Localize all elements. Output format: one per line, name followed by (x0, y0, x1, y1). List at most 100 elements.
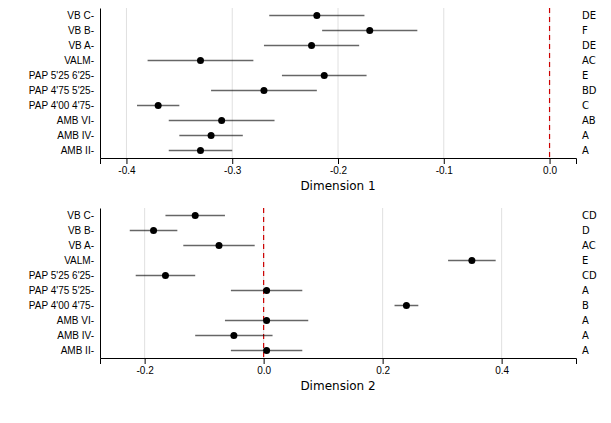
tick: 0.2 (376, 358, 390, 376)
tick-label: 0.2 (376, 365, 390, 376)
tick: PAP 4'75 5'25- (29, 285, 94, 296)
tick-label: PAP 5'25 6'25- (29, 270, 94, 281)
tick-label: PAP 4'00 4'75- (29, 300, 94, 311)
tick-label: VB A- (68, 240, 94, 251)
point (313, 12, 320, 19)
annotations: DEFDEACEBDCABAA (582, 10, 597, 156)
grid-line (443, 8, 444, 158)
point (263, 347, 270, 354)
point (197, 57, 204, 64)
point (468, 257, 475, 264)
y-axis: VB C- VB B- VB A- VALM- PAP 5'25 6'25- PAP 4'… (29, 9, 101, 159)
tick-mark (338, 158, 339, 164)
tick-label: 0.0 (543, 165, 557, 176)
tick: 0.0 (257, 358, 271, 376)
annotation: AC (582, 240, 596, 251)
point (162, 272, 169, 279)
tick-mark (502, 358, 503, 364)
tick-mark (145, 358, 146, 364)
tick-label: AMB II- (61, 345, 94, 356)
point (197, 147, 204, 154)
tick-label: AMB II- (61, 145, 94, 156)
tick: PAP 4'00 4'75- (29, 100, 94, 111)
axis-line (101, 159, 577, 165)
point (260, 87, 267, 94)
tick: PAP 5'25 6'25- (29, 270, 94, 281)
point (308, 42, 315, 49)
tick: VB A- (68, 40, 94, 51)
tick: AMB VI- (57, 115, 94, 126)
axis-line (100, 209, 101, 359)
tick-label: PAP 4'75 5'25- (29, 85, 94, 96)
tick: AMB IV- (57, 330, 94, 341)
point (218, 117, 225, 124)
point (150, 227, 157, 234)
point (263, 317, 270, 324)
tick-mark (444, 158, 445, 164)
annotation: E (582, 255, 588, 266)
axis-line (100, 9, 101, 159)
tick: AMB II- (61, 145, 94, 156)
annotation: DE (582, 40, 596, 51)
tick: VB B- (68, 225, 94, 236)
tick: -0.2 (330, 158, 348, 176)
annotation: BD (582, 85, 597, 96)
chart: -0.4 -0.3 -0.2 -0.1 0.0 VB C- VB B- VB A- VALM- P… (0, 0, 611, 423)
tick: VB C- (67, 210, 94, 221)
tick-label: VALM- (64, 255, 94, 266)
point (263, 287, 270, 294)
marks (137, 8, 550, 158)
point (216, 242, 223, 249)
tick-label: AMB IV- (57, 330, 94, 341)
annotation: A (582, 145, 589, 156)
axis-line (101, 359, 577, 365)
tick-label: -0.2 (330, 165, 348, 176)
axis-title: Dimension 1 (300, 179, 375, 193)
tick-label: -0.1 (436, 165, 454, 176)
grid-line (382, 208, 383, 358)
axis-title: Dimension 2 (300, 379, 375, 393)
tick-label: AMB VI- (57, 315, 94, 326)
tick-label: VB B- (68, 225, 94, 236)
tick: VB A- (68, 240, 94, 251)
tick-label: PAP 5'25 6'25- (29, 70, 94, 81)
point (366, 27, 373, 34)
x-axis: -0.20.00.20.4 (101, 358, 577, 376)
annotation: E (582, 70, 588, 81)
tick: -0.3 (224, 158, 242, 176)
x-axis: -0.4 -0.3 -0.2 -0.1 0.0 (101, 158, 577, 176)
annotation: DE (582, 10, 596, 21)
annotation: A (582, 315, 589, 326)
tick-label: -0.3 (224, 165, 242, 176)
tick: PAP 4'75 5'25- (29, 85, 94, 96)
annotation: D (582, 225, 590, 236)
annotation: CD (582, 270, 597, 281)
marks (130, 208, 496, 358)
tick-mark (126, 158, 127, 164)
annotation: F (582, 25, 588, 36)
tick-label: -0.4 (118, 165, 136, 176)
annotation: B (582, 300, 589, 311)
tick: VB B- (68, 25, 94, 36)
point (403, 302, 410, 309)
annotation: A (582, 345, 589, 356)
panel: -0.4 -0.3 -0.2 -0.1 0.0 VB C- VB B- VB A- VALM- P… (29, 8, 597, 193)
tick-label: -0.2 (137, 365, 155, 376)
tick-label: AMB IV- (57, 130, 94, 141)
grid-line (549, 8, 550, 158)
panel: -0.20.00.20.4VB C-VB B-VB A-VALM-PAP 5'2… (29, 208, 597, 393)
tick-label: 0.0 (257, 365, 271, 376)
tick: VALM- (64, 255, 94, 266)
tick-mark (232, 158, 233, 164)
tick: VALM- (64, 55, 94, 66)
point (321, 72, 328, 79)
point (155, 102, 162, 109)
tick: 0.0 (543, 158, 557, 176)
reference-line (549, 8, 550, 158)
annotation: A (582, 330, 589, 341)
grid (126, 8, 549, 158)
annotation: CD (582, 210, 597, 221)
tick: VB C- (67, 10, 94, 21)
annotation: A (582, 130, 589, 141)
tick-label: PAP 4'75 5'25- (29, 285, 94, 296)
